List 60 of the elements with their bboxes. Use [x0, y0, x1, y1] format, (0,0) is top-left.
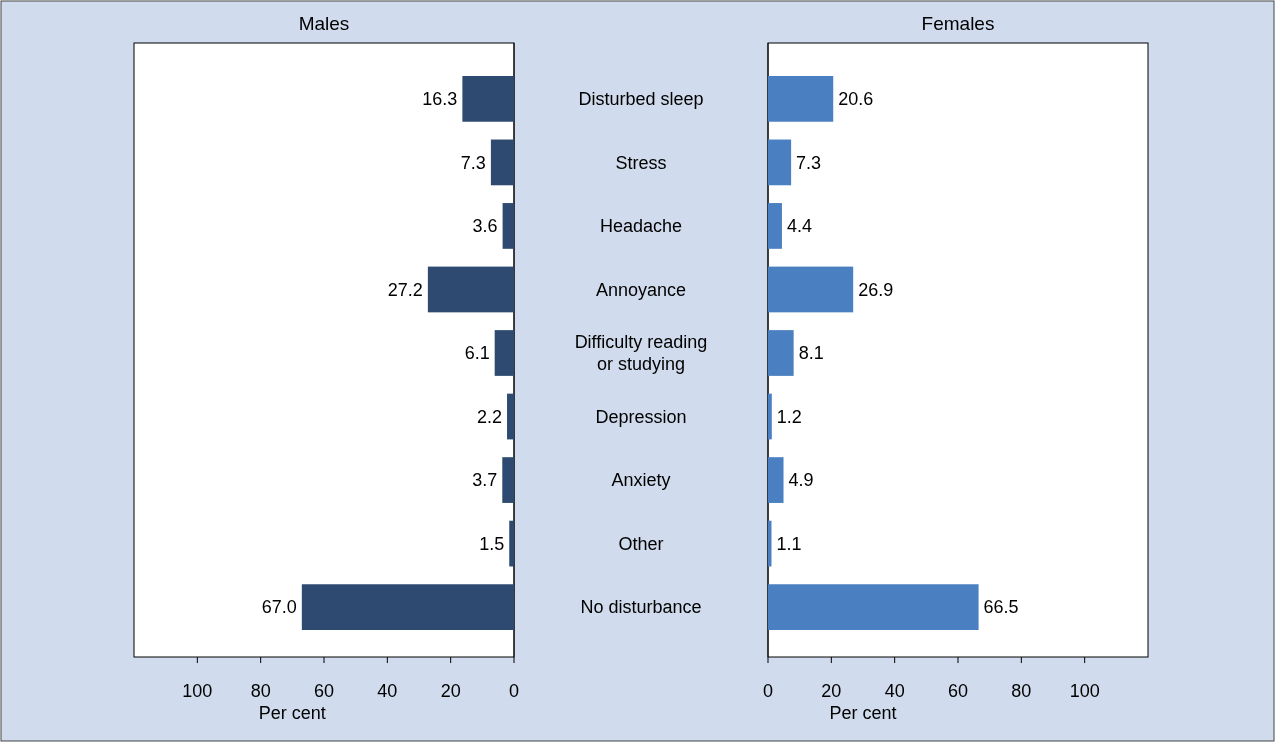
x-tick-label: 80 [1011, 681, 1032, 701]
data-label: 7.3 [796, 152, 822, 173]
y-tick-label: Disturbed sleep [578, 89, 704, 110]
data-label: 2.2 [477, 406, 503, 427]
data-label: 66.5 [983, 597, 1019, 618]
data-label: 16.3 [422, 89, 458, 110]
data-label: 6.1 [464, 343, 490, 364]
data-label: 8.1 [798, 343, 824, 364]
y-tick-label: Stress [615, 152, 667, 173]
bar [494, 330, 514, 376]
x-tick-label: 80 [250, 681, 271, 701]
data-label: 3.6 [472, 216, 498, 237]
x-tick-label: 60 [313, 681, 335, 701]
data-label: 26.9 [858, 279, 894, 300]
y-tick-label: Anxiety [611, 470, 671, 491]
bar [502, 457, 514, 503]
data-label: 20.6 [838, 89, 874, 110]
bar [301, 584, 514, 630]
y-tick-label: Annoyance [595, 279, 687, 300]
bar [768, 393, 772, 440]
bar [768, 584, 979, 630]
chart-title: Males [298, 13, 350, 34]
data-label: 67.0 [261, 597, 297, 618]
bar [427, 266, 514, 313]
y-tick-label: Depression [595, 406, 687, 427]
bar [768, 266, 854, 313]
x-tick-label: 0 [762, 681, 774, 701]
x-tick-label: 20 [440, 681, 461, 701]
data-label: 4.9 [788, 470, 814, 491]
x-tick-label: 100 [182, 681, 213, 701]
x-tick-label: 100 [1069, 681, 1100, 701]
bar [768, 76, 834, 122]
x-tick-label: 40 [377, 681, 398, 701]
data-label: 1.2 [776, 406, 802, 427]
bar [509, 520, 514, 567]
data-label: 1.1 [776, 533, 802, 554]
bar [768, 330, 794, 376]
x-tick-label: 60 [947, 681, 969, 701]
chart-title: Females [921, 13, 995, 34]
y-tick-label: No disturbance [580, 597, 702, 618]
bar [768, 139, 792, 186]
x-tick-label: 40 [884, 681, 905, 701]
y-tick-label: Difficulty reading or studying [574, 332, 708, 375]
data-label: 1.5 [479, 533, 505, 554]
y-tick-label: Other [618, 533, 664, 554]
y-tick-label: Headache [599, 216, 683, 237]
data-label: 4.4 [786, 216, 812, 237]
data-label: 7.3 [460, 152, 486, 173]
bar [507, 393, 514, 440]
bar [768, 203, 782, 249]
data-label: 3.7 [472, 470, 498, 491]
data-label: 27.2 [387, 279, 423, 300]
x-axis-title: Per cent [829, 703, 897, 723]
x-tick-label: 0 [508, 681, 520, 701]
bar [490, 139, 514, 186]
bar [502, 203, 514, 249]
bar [768, 457, 784, 503]
x-tick-label: 20 [821, 681, 842, 701]
x-axis-title: Per cent [258, 703, 326, 723]
bar [462, 76, 514, 122]
